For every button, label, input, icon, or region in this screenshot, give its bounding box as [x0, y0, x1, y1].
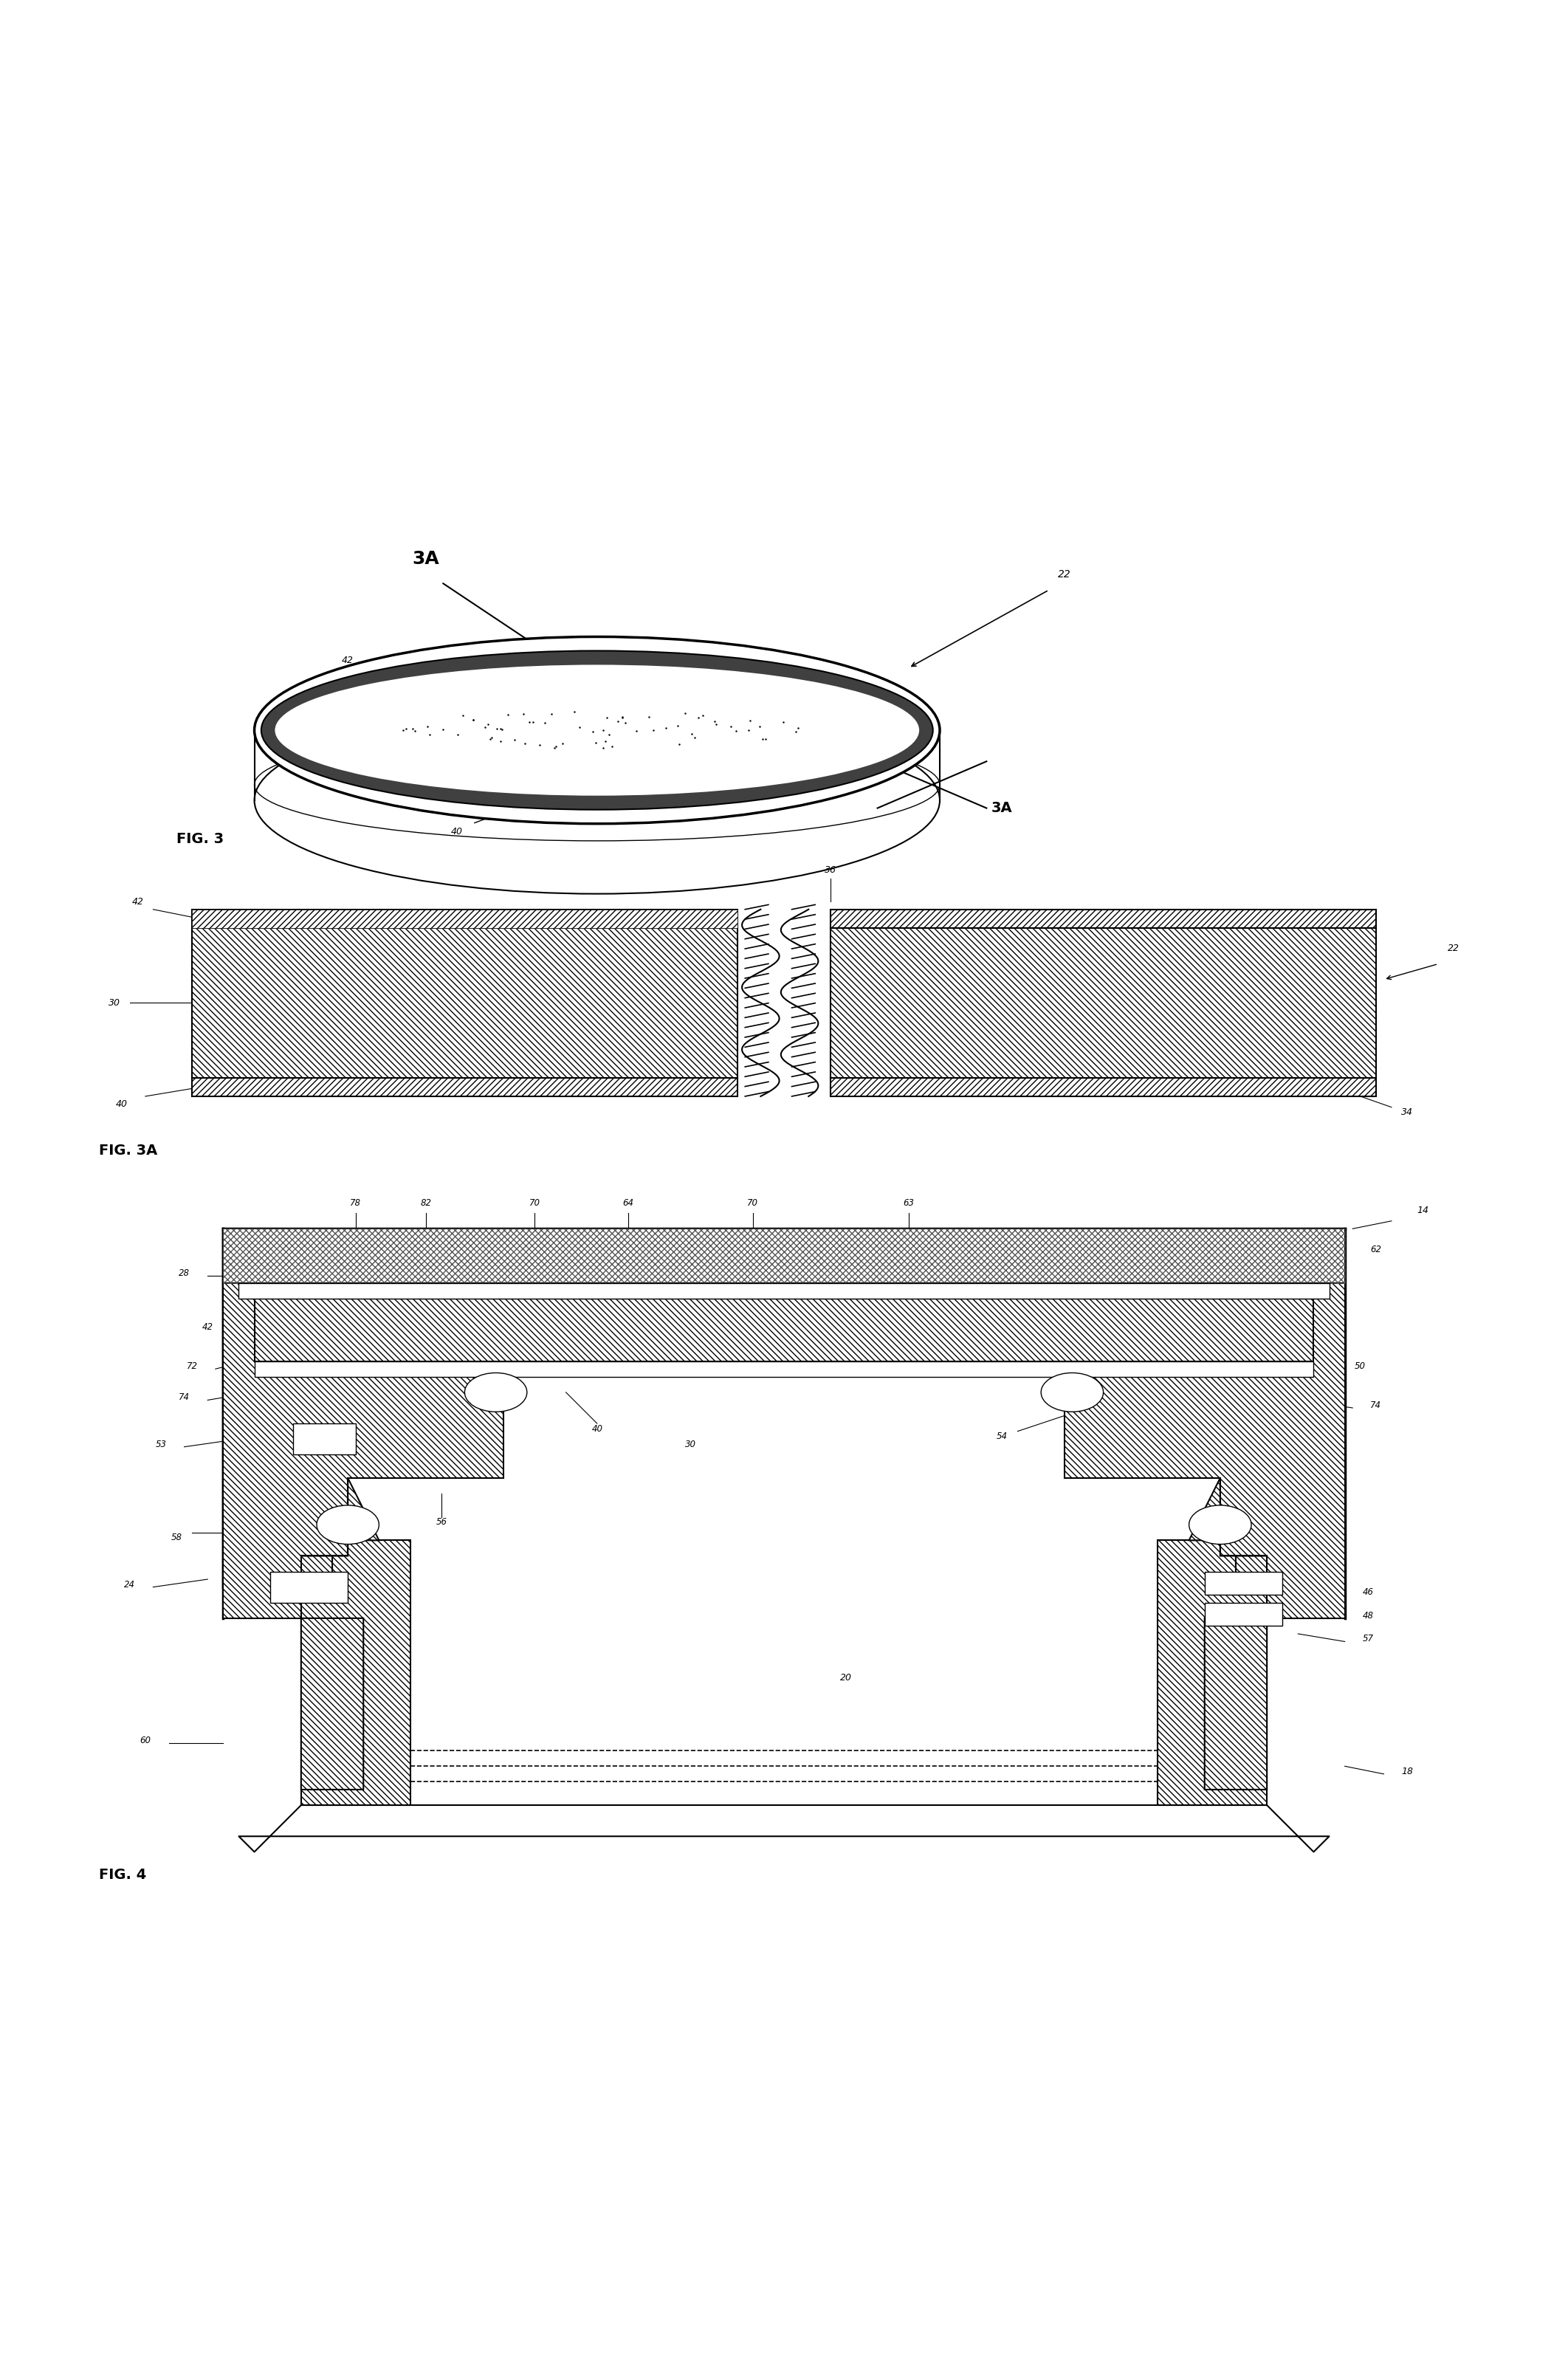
- Text: 3A: 3A: [991, 801, 1013, 816]
- Polygon shape: [223, 1229, 503, 1619]
- Text: 50: 50: [1355, 1362, 1366, 1371]
- Ellipse shape: [317, 1506, 379, 1544]
- Text: 18: 18: [1402, 1766, 1413, 1775]
- Text: 42: 42: [132, 896, 143, 905]
- Polygon shape: [1189, 1478, 1267, 1790]
- Ellipse shape: [1189, 1506, 1251, 1544]
- Text: 74: 74: [1370, 1399, 1381, 1409]
- Text: 58: 58: [171, 1532, 182, 1544]
- Ellipse shape: [274, 664, 919, 797]
- Text: 20: 20: [840, 1674, 853, 1683]
- Bar: [1204, 1572, 1283, 1596]
- Ellipse shape: [262, 650, 933, 808]
- Text: 36: 36: [825, 865, 837, 875]
- Text: 54: 54: [420, 1423, 431, 1433]
- Bar: [223, 1229, 1345, 1284]
- Text: 54: 54: [997, 1433, 1008, 1442]
- Bar: [191, 910, 737, 929]
- Bar: [301, 1541, 411, 1806]
- Text: 62: 62: [1370, 1246, 1381, 1255]
- Bar: [254, 1362, 1314, 1376]
- Polygon shape: [301, 1478, 379, 1790]
- Text: 30: 30: [108, 998, 121, 1007]
- Text: 34: 34: [1402, 1106, 1413, 1116]
- Text: 3A: 3A: [412, 551, 439, 567]
- Text: 42: 42: [342, 655, 354, 664]
- Text: 70: 70: [530, 1199, 541, 1208]
- Text: 30: 30: [685, 1440, 696, 1449]
- Text: 40: 40: [591, 1423, 602, 1433]
- Text: 70: 70: [748, 1199, 759, 1208]
- Text: 82: 82: [420, 1199, 431, 1208]
- Bar: [270, 1572, 348, 1603]
- Text: 56: 56: [436, 1518, 447, 1527]
- Bar: [831, 1078, 1377, 1097]
- Bar: [191, 929, 737, 1078]
- Text: 60: 60: [140, 1735, 151, 1745]
- Bar: [254, 1298, 1314, 1362]
- Text: 48: 48: [1363, 1610, 1374, 1619]
- Text: 63: 63: [903, 1199, 914, 1208]
- Bar: [1157, 1541, 1267, 1806]
- Bar: [831, 929, 1377, 1078]
- Text: 22: 22: [1447, 943, 1460, 953]
- Text: 64: 64: [622, 1199, 633, 1208]
- Bar: [191, 1078, 737, 1097]
- Text: 40: 40: [452, 827, 463, 837]
- Text: 72: 72: [187, 1362, 198, 1371]
- Text: 14: 14: [1417, 1206, 1428, 1215]
- Text: 24: 24: [124, 1579, 135, 1589]
- Text: 74: 74: [179, 1392, 190, 1402]
- Text: FIG. 3A: FIG. 3A: [99, 1144, 157, 1158]
- Text: 28: 28: [179, 1267, 190, 1277]
- Bar: [191, 910, 737, 929]
- Bar: [293, 1423, 356, 1454]
- Ellipse shape: [1041, 1373, 1104, 1411]
- Text: 40: 40: [116, 1099, 129, 1109]
- Bar: [238, 1284, 1330, 1298]
- Bar: [831, 910, 1377, 929]
- Bar: [223, 1229, 1345, 1284]
- Bar: [1204, 1603, 1283, 1626]
- Text: 57: 57: [1363, 1634, 1374, 1643]
- Text: 78: 78: [350, 1199, 361, 1208]
- Text: 40: 40: [326, 780, 339, 790]
- Text: 56: 56: [1308, 1518, 1319, 1527]
- Text: 53: 53: [155, 1440, 166, 1449]
- Polygon shape: [1065, 1229, 1345, 1619]
- Text: FIG. 4: FIG. 4: [99, 1868, 146, 1882]
- Ellipse shape: [254, 636, 939, 823]
- Text: FIG. 3: FIG. 3: [177, 832, 224, 846]
- Text: 22: 22: [1058, 570, 1071, 579]
- Text: 46: 46: [1363, 1589, 1374, 1598]
- Ellipse shape: [464, 1373, 527, 1411]
- Text: 30: 30: [263, 709, 276, 719]
- Text: 42: 42: [202, 1321, 213, 1333]
